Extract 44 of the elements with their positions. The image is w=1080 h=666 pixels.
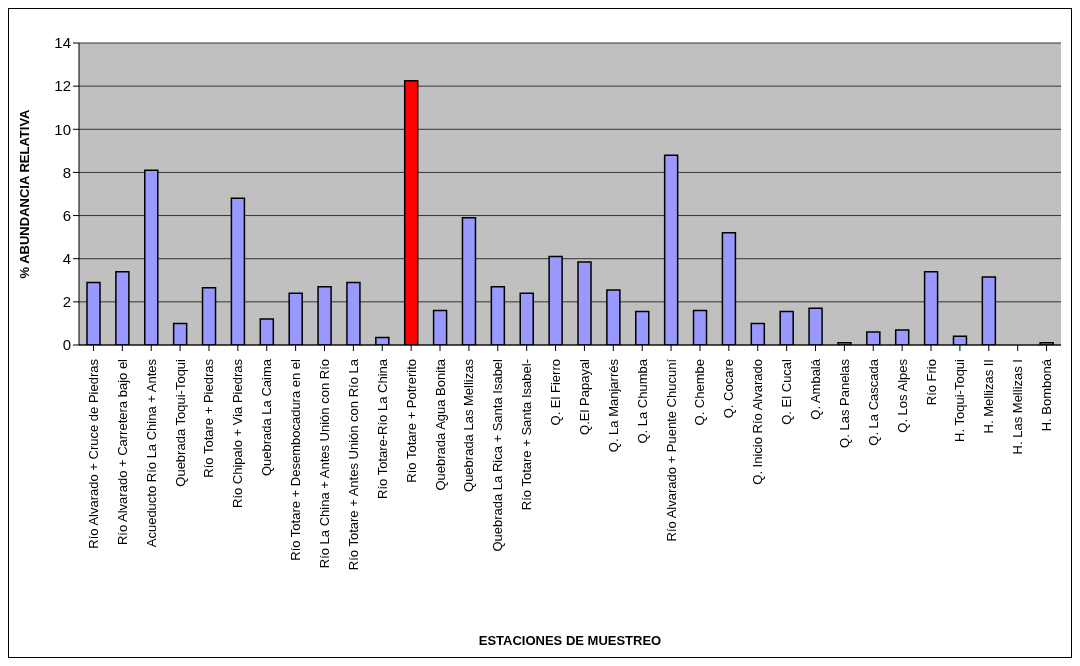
x-tick-label: Río Alvarado + Carretera bajo el: [114, 358, 130, 546]
x-tick-label: Río Totare + Santa Isabel-: [519, 359, 535, 511]
x-tick-label: H. Toqui-Toqui: [952, 358, 968, 442]
y-tick-label: 12: [54, 77, 71, 95]
x-tick-label: Río Totare + Desembocadura en el: [288, 358, 304, 561]
x-tick-label: Quebrada Agua Bonita: [432, 358, 448, 491]
x-tick-label: Q. Cocare: [721, 359, 737, 419]
y-tick-label: 0: [62, 336, 71, 354]
x-tick-label: Río Totare-Río La China: [374, 358, 390, 499]
x-tick-label: Río Totare + Antes Unión con Río La: [345, 358, 361, 571]
x-tick-label: Quebrada La Caima: [259, 358, 275, 477]
x-tick-label: H. Las Mellizas I: [1010, 359, 1026, 455]
x-tick-label: Q. La Chumba: [634, 358, 650, 444]
y-tick-label: 6: [62, 206, 71, 224]
x-tick-label: H. Mellizas II: [981, 359, 997, 434]
x-tick-label: Q. Ambalá: [808, 358, 823, 420]
x-tick-label: H. Bomboná: [1039, 358, 1055, 432]
x-tick-label: Q. El Fierro: [548, 359, 564, 426]
x-tick-label: Quebrada Toqui-Toqui: [172, 358, 188, 487]
y-tick-label: 10: [54, 120, 71, 138]
x-tick-label: Quebrada La Rica + Santa Isabel: [490, 358, 506, 552]
x-tick-label: Río Frio: [923, 359, 939, 406]
x-tick-label: Río Alvarado + Puente Chucuní: [663, 358, 679, 542]
x-tick-label: Río Totare + Piedras: [201, 358, 217, 478]
x-tick-label: Q. El Cucal: [779, 358, 795, 425]
x-axis-title: ESTACIONES DE MUESTREO: [478, 633, 662, 648]
x-tick-label: Q. La Manjarrés: [605, 358, 621, 453]
y-tick-label: 2: [62, 293, 71, 311]
x-tick-label: Q.El Papayal: [576, 358, 592, 435]
x-tick-label: Río Chipalo + Via Piedras: [230, 358, 246, 508]
x-tick-label: Q. Las Panelas: [836, 358, 852, 448]
x-tick-label: Q. La Cascada: [865, 358, 881, 446]
x-tick-label: Río La China + Antes Unión con Río: [317, 359, 332, 569]
x-tick-label: Q. Chembe: [692, 359, 708, 426]
y-tick-label: 4: [62, 250, 71, 268]
x-tick-label: Río Totare + Potrerito: [403, 359, 419, 483]
x-tick-label: Q. Inicio Río Alvarado: [750, 359, 766, 485]
x-tick-label: Acueducto Río La China + Antes: [143, 358, 159, 548]
x-tick-label: Quebrada Las Mellizas: [461, 358, 477, 492]
y-axis-title: % ABUNDANCIA RELATIVA: [16, 108, 32, 279]
x-tick-label: Río Alvarado + Cruce de Piedras: [85, 358, 101, 549]
y-tick-label: 8: [62, 163, 71, 181]
x-tick-label: Q. Los Alpes: [894, 358, 910, 433]
y-tick-label: 14: [54, 34, 71, 52]
